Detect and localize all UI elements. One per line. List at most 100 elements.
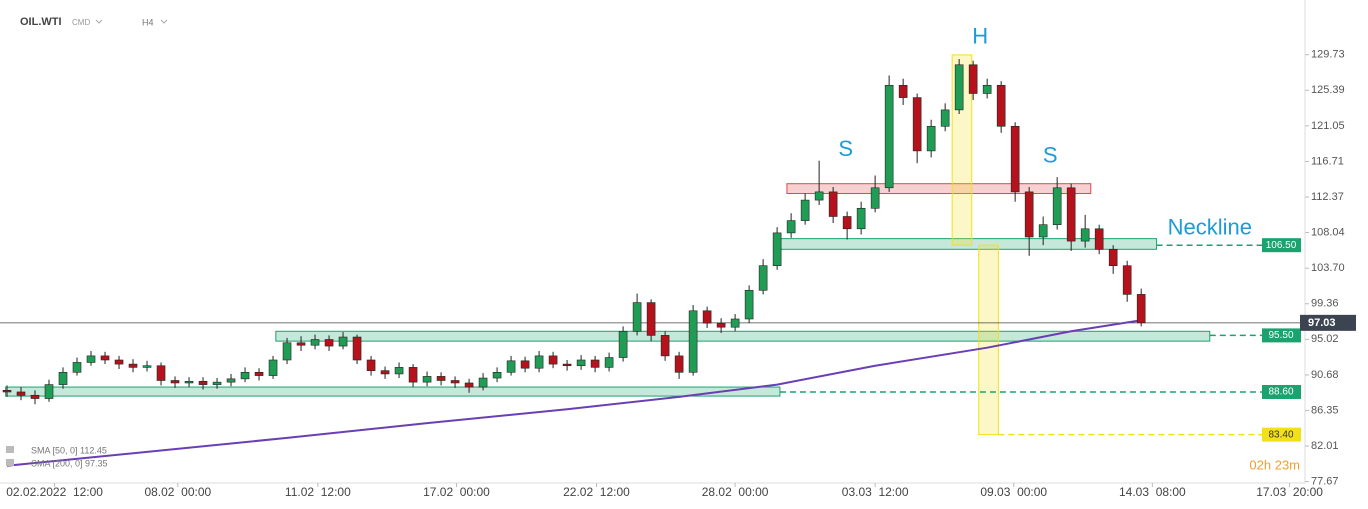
y-tick-label: 86.35	[1311, 404, 1339, 416]
candle-body	[324, 339, 334, 347]
candle-body	[996, 84, 1006, 127]
y-tick-label: 77.67	[1311, 476, 1339, 488]
last-price-box	[1300, 314, 1356, 331]
candle-body	[1080, 228, 1090, 242]
candle-body	[338, 336, 348, 347]
candle-body	[534, 355, 544, 369]
candle-body	[1066, 187, 1076, 242]
y-tick-label: 125.39	[1311, 84, 1345, 96]
candle-body	[758, 265, 768, 291]
zone	[5, 386, 781, 397]
candle-body	[240, 371, 250, 380]
candle-body	[1052, 187, 1062, 225]
candle-body	[478, 377, 488, 388]
candle-body	[548, 355, 558, 365]
candle-body	[1122, 265, 1132, 295]
candle-body	[114, 359, 124, 365]
candle-body	[1108, 248, 1118, 266]
candle-body	[58, 371, 68, 385]
candle-body	[86, 355, 96, 363]
candle-body	[772, 232, 782, 266]
candle-body	[926, 125, 936, 152]
annotation: S	[1043, 142, 1058, 167]
zone	[275, 330, 1211, 342]
legend-icon	[6, 446, 14, 453]
annotation: S	[838, 136, 853, 161]
candle-body	[786, 220, 796, 234]
candle-body	[1094, 228, 1104, 250]
y-tick-label: 95.02	[1311, 333, 1339, 345]
candle-body	[282, 342, 292, 361]
candle-body	[716, 322, 726, 328]
candle-body	[212, 381, 222, 385]
candle-body	[870, 187, 880, 209]
candle-body	[562, 363, 572, 367]
level-label-box	[1262, 238, 1301, 253]
candle-body	[422, 376, 432, 383]
legend-entry: SMA [50, 0] 112.45	[31, 445, 107, 455]
candle-body	[814, 191, 824, 201]
candle-body	[674, 355, 684, 373]
candle-body	[898, 84, 908, 98]
candle-body	[184, 381, 194, 384]
candle-body	[366, 359, 376, 371]
candle-body	[170, 380, 180, 384]
candle-body	[646, 302, 656, 336]
zone	[786, 183, 1092, 195]
candle-body	[912, 97, 922, 152]
x-tick-label: 03.03 12:00	[842, 485, 909, 499]
candle-body	[744, 289, 754, 320]
candle-body	[156, 365, 166, 381]
dropdown-icon[interactable]	[160, 19, 168, 24]
y-tick-label: 103.70	[1311, 262, 1345, 274]
x-tick-label: 09.03 00:00	[980, 485, 1047, 499]
candle-body	[198, 381, 208, 385]
y-tick-label: 116.71	[1311, 155, 1344, 167]
candle-body	[954, 64, 964, 111]
candle-body	[856, 207, 866, 230]
candle-body	[2, 390, 12, 393]
candle-body	[1136, 294, 1146, 324]
candle-body	[590, 359, 600, 368]
interval[interactable]: H4	[142, 17, 154, 27]
sma-line	[6, 319, 1142, 467]
candle-body	[226, 378, 236, 383]
candle-body	[730, 318, 740, 328]
candle-body	[800, 199, 810, 221]
candle-body	[380, 370, 390, 375]
x-tick-label: 17.03 20:00	[1256, 485, 1323, 499]
candle-body	[940, 109, 950, 127]
candle-body	[436, 376, 446, 381]
annotation: Neckline	[1168, 215, 1252, 240]
candle-body	[576, 359, 586, 367]
level-label: 95.50	[1268, 330, 1293, 341]
y-tick-label: 112.37	[1311, 191, 1344, 203]
legend-entry: SMA [200, 0] 97.35	[31, 458, 108, 468]
candle-body	[16, 391, 26, 396]
candle-body	[394, 367, 404, 375]
x-tick-label: 17.02 00:00	[423, 485, 490, 499]
candle-body	[72, 362, 82, 373]
candle-body	[520, 360, 530, 369]
candle-body	[1010, 125, 1020, 193]
candle-body	[688, 310, 698, 373]
candle-body	[632, 302, 642, 332]
symbol[interactable]: OIL.WTI	[20, 16, 62, 28]
y-tick-label: 121.05	[1311, 120, 1345, 132]
candle-body	[254, 371, 264, 376]
candle-body	[1038, 224, 1048, 238]
x-tick-label: 08.02 00:00	[144, 485, 211, 499]
candle-body	[884, 84, 894, 189]
y-tick-label: 108.04	[1311, 226, 1345, 238]
dropdown-icon[interactable]	[95, 19, 103, 24]
market: CMD	[72, 18, 90, 27]
level-label-box	[1262, 328, 1301, 343]
candle-body	[1024, 191, 1034, 238]
candle-body	[464, 382, 474, 388]
y-tick-label: 90.68	[1311, 369, 1339, 381]
x-tick-label: 02.02.2022 12:00	[6, 485, 103, 499]
candle-body	[604, 357, 614, 368]
x-tick-label: 28.02 00:00	[702, 485, 769, 499]
